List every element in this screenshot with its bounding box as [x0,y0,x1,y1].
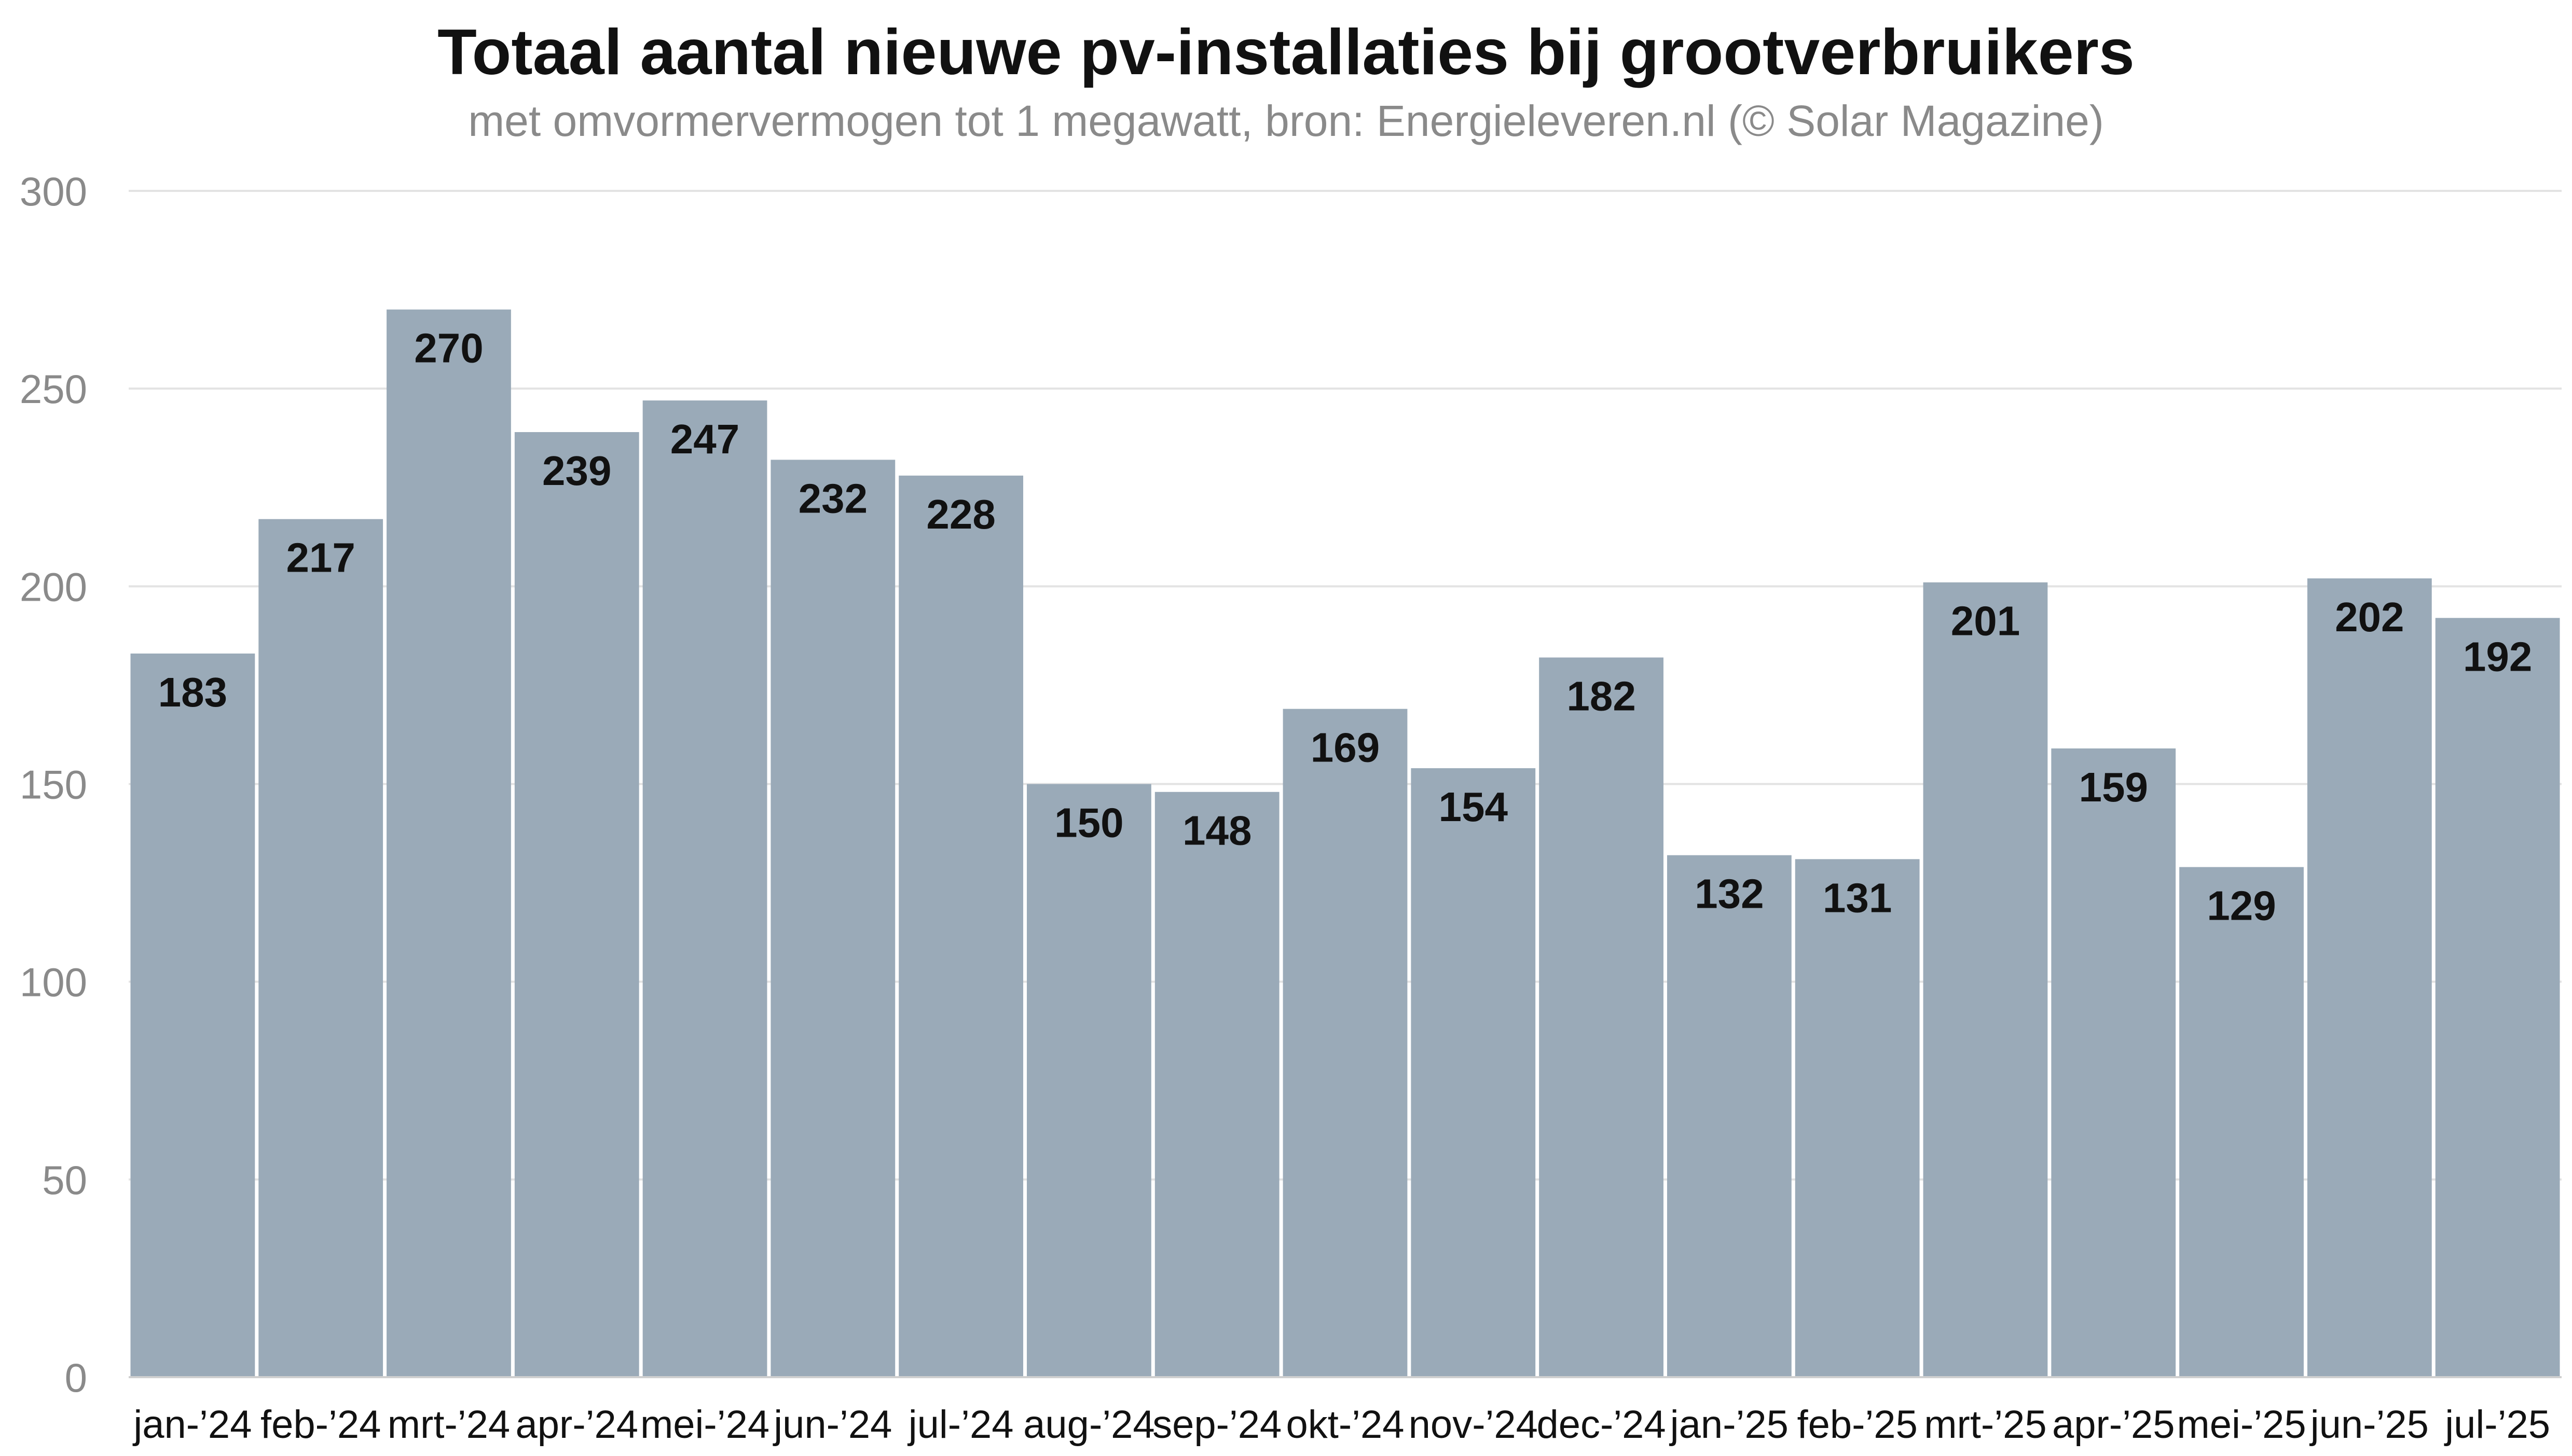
x-tick-label: okt-’24 [1286,1403,1404,1447]
data-label: 270 [414,325,483,371]
y-tick-label: 150 [20,762,87,808]
data-label: 217 [286,535,355,581]
data-label: 169 [1311,725,1380,771]
x-tick-label: mei-’24 [640,1403,769,1447]
bar [1923,582,2048,1377]
y-tick-label: 250 [20,366,87,412]
x-tick-label: mei-’25 [2177,1403,2306,1447]
y-tick-label: 200 [20,564,87,609]
bar [1154,792,1280,1377]
x-tick-label: jul-’24 [907,1403,1014,1447]
data-label: 154 [1439,784,1508,830]
data-label: 148 [1182,808,1251,854]
bar [2307,578,2432,1377]
bar [258,519,383,1377]
bar [1027,784,1151,1377]
bar [514,432,639,1377]
x-tick-label: apr-’24 [515,1403,638,1447]
y-tick-label: 50 [42,1157,87,1203]
data-label: 131 [1823,875,1892,921]
x-tick-label: mrt-’24 [388,1403,510,1447]
x-tick-label: jun-’25 [2309,1403,2429,1447]
data-label: 183 [158,669,227,715]
x-tick-label: feb-’25 [1797,1403,1917,1447]
bar [1539,657,1663,1377]
bar [1667,855,1792,1377]
bar [2435,618,2560,1377]
x-tick-label: apr-’25 [2052,1403,2175,1447]
data-label: 232 [799,475,868,521]
chart-title: Totaal aantal nieuwe pv-installaties bij… [437,17,2135,88]
chart-subtitle: met omvormervermogen tot 1 megawatt, bro… [468,96,2104,145]
x-tick-label: jan-’25 [1669,1403,1789,1447]
data-label: 129 [2207,883,2276,929]
data-label: 228 [926,491,995,537]
bar [642,400,767,1378]
data-label: 247 [670,416,739,462]
bar [2179,867,2304,1377]
data-label: 192 [2463,633,2532,680]
x-tick-label: mrt-’25 [1924,1403,2046,1447]
data-label: 201 [1951,598,2020,644]
data-label: 132 [1695,871,1764,917]
bar [1795,859,1920,1377]
bar [130,653,255,1377]
y-tick-label: 100 [20,960,87,1005]
data-label: 202 [2335,594,2404,640]
x-tick-label: aug-’24 [1023,1403,1155,1447]
bar [771,460,896,1377]
bar [1411,768,1536,1377]
bar [1283,709,1408,1377]
y-tick-label: 0 [65,1355,87,1400]
data-label: 182 [1566,673,1635,719]
data-label: 150 [1054,800,1123,846]
data-label: 239 [542,448,611,494]
bar [899,475,1024,1377]
bar [387,309,511,1378]
data-label: 159 [2079,764,2148,810]
x-tick-label: sep-’24 [1152,1403,1282,1447]
x-tick-label: jun-’24 [773,1403,892,1447]
x-tick-label: nov-’24 [1409,1403,1538,1447]
x-tick-label: feb-’24 [260,1403,381,1447]
x-tick-label: dec-’24 [1536,1403,1666,1447]
x-tick-label: jan-’24 [132,1403,252,1447]
y-tick-label: 300 [20,169,87,214]
bar [2051,748,2176,1377]
x-tick-label: jul-’25 [2444,1403,2550,1447]
